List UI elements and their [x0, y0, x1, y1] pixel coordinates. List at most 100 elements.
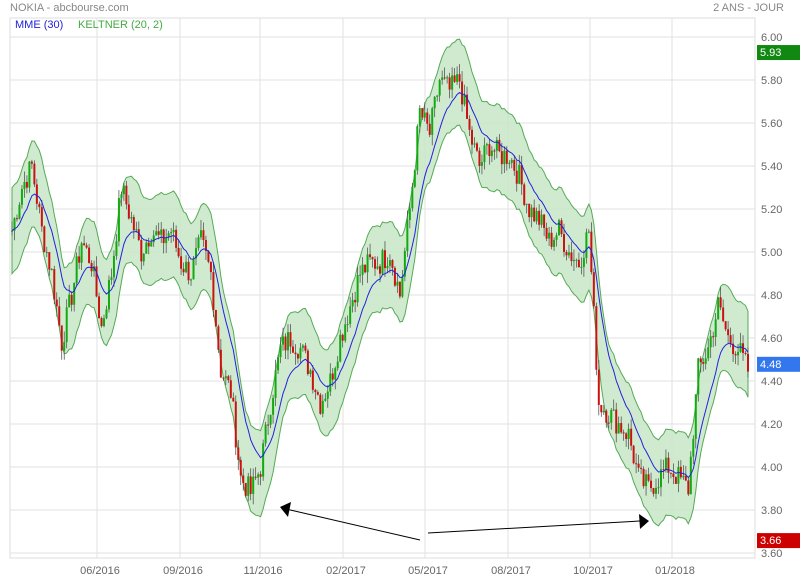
candle-body — [602, 410, 605, 413]
candle — [674, 476, 677, 484]
candle-body — [657, 487, 660, 489]
candle-body — [376, 266, 379, 269]
candle-body — [393, 267, 396, 286]
candle-body — [227, 376, 230, 381]
candle-body — [466, 94, 469, 119]
candle — [242, 468, 245, 491]
candle — [214, 309, 217, 327]
candle-body — [635, 463, 638, 465]
candle — [95, 256, 98, 298]
candle-body — [515, 170, 518, 184]
candle — [249, 468, 252, 501]
candle — [682, 465, 685, 480]
candle-body — [548, 232, 551, 239]
candle-body — [587, 231, 590, 233]
candle — [311, 365, 314, 394]
candle — [500, 142, 503, 175]
legend-keltner: KELTNER (20, 2) — [78, 19, 163, 31]
candle-body — [45, 252, 48, 254]
candle — [38, 201, 41, 214]
candle-body — [575, 259, 578, 261]
candle — [175, 225, 178, 253]
candle — [319, 393, 322, 415]
candle — [585, 228, 588, 264]
price-marker-bg — [757, 356, 800, 372]
candle-body — [199, 230, 202, 238]
candle — [622, 429, 625, 441]
candle-body — [309, 370, 312, 375]
candle — [426, 108, 429, 131]
candle — [299, 343, 302, 363]
candle-body — [518, 164, 521, 184]
candle-body — [301, 345, 304, 348]
candle — [679, 460, 682, 480]
candle-body — [324, 398, 327, 401]
candle — [386, 257, 389, 274]
candle-body — [441, 77, 444, 81]
candle-body — [403, 250, 406, 277]
candle-body — [112, 255, 115, 278]
candle — [451, 67, 454, 99]
x-tick-label: 10/2017 — [573, 565, 613, 577]
candle-body — [28, 161, 31, 188]
candle-body — [120, 194, 123, 199]
candle — [85, 242, 88, 249]
candle — [659, 459, 662, 497]
candle — [480, 154, 483, 175]
candle-body — [500, 151, 503, 165]
candle — [244, 482, 247, 498]
candle — [739, 332, 742, 353]
candle — [145, 239, 148, 254]
candle-body — [326, 391, 329, 399]
candle-body — [612, 409, 615, 411]
candle-body — [709, 336, 712, 348]
candle — [391, 259, 394, 276]
candle-body — [306, 350, 309, 375]
candle-body — [523, 184, 526, 205]
candle-body — [75, 256, 78, 284]
candle — [630, 419, 633, 451]
candle-body — [80, 243, 83, 263]
candle-body — [43, 226, 46, 253]
candle-body — [443, 77, 446, 79]
candle-body — [744, 352, 747, 354]
period-label: 2 ANS - JOUR — [713, 2, 784, 14]
candle-body — [85, 245, 88, 248]
candle-body — [78, 256, 81, 263]
candle — [212, 262, 215, 318]
candle-body — [83, 243, 86, 246]
candle — [403, 247, 406, 282]
candle — [533, 199, 536, 223]
candle-body — [585, 232, 588, 258]
candle-body — [535, 210, 538, 222]
candle — [637, 454, 640, 472]
candle — [468, 115, 471, 137]
candle — [650, 472, 653, 492]
candle — [523, 182, 526, 207]
candle — [664, 449, 667, 473]
candle — [461, 71, 464, 112]
candle-body — [23, 181, 26, 189]
candle — [513, 155, 516, 176]
candle-body — [284, 336, 287, 351]
candle-body — [446, 77, 449, 79]
candle-body — [267, 424, 270, 426]
candle-body — [53, 269, 56, 300]
candle — [282, 327, 285, 351]
candle — [577, 252, 580, 268]
candle — [112, 250, 115, 287]
candle-body — [388, 260, 391, 266]
candle — [652, 487, 655, 497]
candle — [558, 218, 561, 236]
candle-body — [371, 257, 374, 260]
candle — [247, 472, 250, 502]
candle-body — [11, 230, 13, 232]
candle — [73, 282, 76, 312]
candle-body — [732, 343, 735, 355]
candle-body — [398, 281, 401, 297]
candle — [346, 315, 349, 333]
candle-body — [212, 272, 215, 310]
candle — [199, 220, 202, 240]
